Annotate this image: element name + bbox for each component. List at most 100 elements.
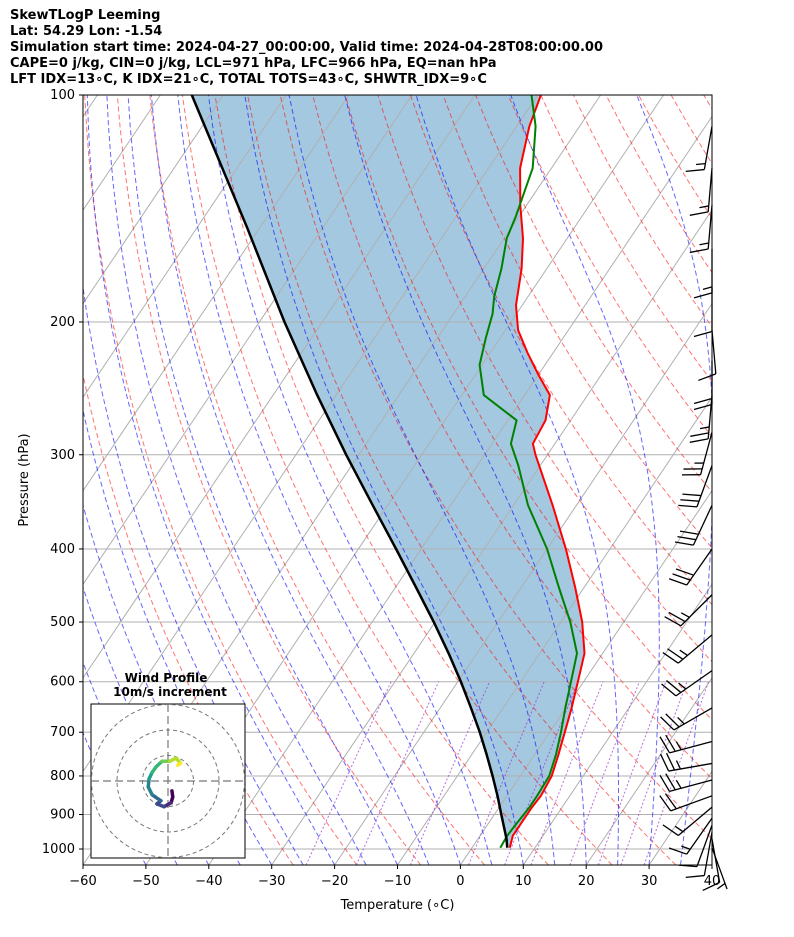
y-tick-label: 600 <box>50 675 75 690</box>
wind-barb <box>698 330 717 382</box>
y-tick-label: 700 <box>50 725 75 740</box>
moist-adiabat <box>127 95 398 865</box>
wind-barb <box>689 168 713 216</box>
dry-adiabat <box>181 95 549 865</box>
moist-adiabat <box>711 861 712 865</box>
wind-barb <box>662 634 713 664</box>
barb-feather <box>690 432 709 437</box>
barb-half-feather <box>679 649 688 656</box>
barb-half-feather <box>680 612 690 618</box>
isotherm-line <box>83 95 287 399</box>
wind-barb <box>660 752 713 772</box>
barb-feather <box>665 713 680 728</box>
x-tick-label: −60 <box>69 874 96 889</box>
isotherm-line <box>775 95 794 865</box>
isotherm-line <box>83 95 224 305</box>
mixing-ratio-line <box>643 681 710 865</box>
hodograph-segment <box>176 761 183 767</box>
mixing-ratio-line <box>468 681 545 865</box>
dry-adiabat <box>605 95 712 274</box>
barb-feather <box>680 499 700 502</box>
isotherm-line <box>711 864 712 865</box>
x-tick-label: −10 <box>384 874 411 889</box>
wind-barb <box>668 548 713 586</box>
wind-barb <box>662 806 713 836</box>
barb-half-feather <box>696 162 706 166</box>
dry-adiabat <box>475 95 712 493</box>
dry-adiabat <box>344 95 712 721</box>
wind-barb <box>678 465 713 508</box>
barb-feather <box>661 683 677 697</box>
barb-feather <box>664 793 677 810</box>
barb-shaft <box>696 465 713 508</box>
barb-feather <box>689 248 709 254</box>
barb-feather <box>677 535 697 541</box>
barb-feather <box>668 578 687 586</box>
barb-shaft <box>668 762 713 772</box>
barb-half-feather <box>675 760 682 770</box>
mixing-ratio-line <box>597 681 667 865</box>
moist-adiabat <box>288 95 556 865</box>
barb-half-feather <box>717 882 726 890</box>
wind-barb <box>702 838 721 892</box>
barb-feather <box>666 680 682 693</box>
y-tick-label: 900 <box>50 808 75 823</box>
x-tick-label: 10 <box>515 874 532 889</box>
dry-adiabat <box>507 95 712 438</box>
barb-feather <box>659 736 671 754</box>
barb-half-feather <box>699 242 709 246</box>
dry-adiabat <box>736 95 794 865</box>
wind-barb <box>659 773 713 793</box>
barb-half-feather <box>681 845 691 850</box>
barb-half-feather <box>675 779 682 789</box>
barb-shaft <box>673 707 713 731</box>
barb-feather <box>660 716 675 731</box>
location-line: Lat: 54.29 Lon: -1.54 <box>10 24 163 39</box>
indices-line: LFT IDX=13∘C, K IDX=21∘C, TOTAL TOTS=43∘… <box>10 72 487 87</box>
barb-shaft <box>675 670 713 697</box>
barb-feather <box>702 881 720 892</box>
y-tick-label: 500 <box>50 615 75 630</box>
moist-adiabat <box>344 95 587 865</box>
barb-shaft <box>711 330 717 374</box>
temperature-line <box>508 95 586 848</box>
wind-barb <box>660 707 713 731</box>
barb-half-feather <box>699 426 710 430</box>
wind-barb <box>659 793 713 812</box>
barb-feather <box>685 168 705 172</box>
y-tick-label: 100 <box>50 88 75 103</box>
barb-feather <box>667 648 684 660</box>
moist-adiabat <box>86 95 336 865</box>
barb-half-feather <box>675 741 682 751</box>
x-tick-label: −20 <box>321 874 348 889</box>
y-tick-label: 200 <box>50 315 75 330</box>
barb-shaft <box>696 825 713 867</box>
wind-barb <box>659 734 713 754</box>
dewpoint-line <box>478 95 578 849</box>
x-tick-label: −50 <box>132 874 159 889</box>
barb-shaft <box>707 168 713 212</box>
barb-feather <box>693 292 713 299</box>
x-tick-label: 20 <box>578 874 595 889</box>
barb-shaft <box>669 740 713 754</box>
barb-feather <box>685 874 705 879</box>
mixing-ratio-line <box>355 681 440 865</box>
barb-shaft <box>677 806 713 836</box>
isotherm-line <box>83 95 476 679</box>
x-tick-label: −30 <box>258 874 285 889</box>
barb-shaft <box>692 504 713 546</box>
hodograph-title: Wind Profile <box>125 671 208 685</box>
wind-barb <box>693 287 713 338</box>
mixing-ratio-line <box>504 681 579 865</box>
isotherm-line <box>271 209 712 865</box>
barb-half-feather <box>674 825 684 833</box>
chart-title: SkewTLogP Leeming <box>10 8 161 23</box>
dry-adiabat <box>410 95 712 606</box>
x-tick-label: 0 <box>456 874 464 889</box>
barb-feather <box>693 397 713 405</box>
barb-feather <box>675 568 694 576</box>
barb-feather <box>672 573 691 581</box>
x-tick-label: 30 <box>641 874 658 889</box>
wind-barb <box>693 248 713 299</box>
barb-feather <box>664 616 682 627</box>
